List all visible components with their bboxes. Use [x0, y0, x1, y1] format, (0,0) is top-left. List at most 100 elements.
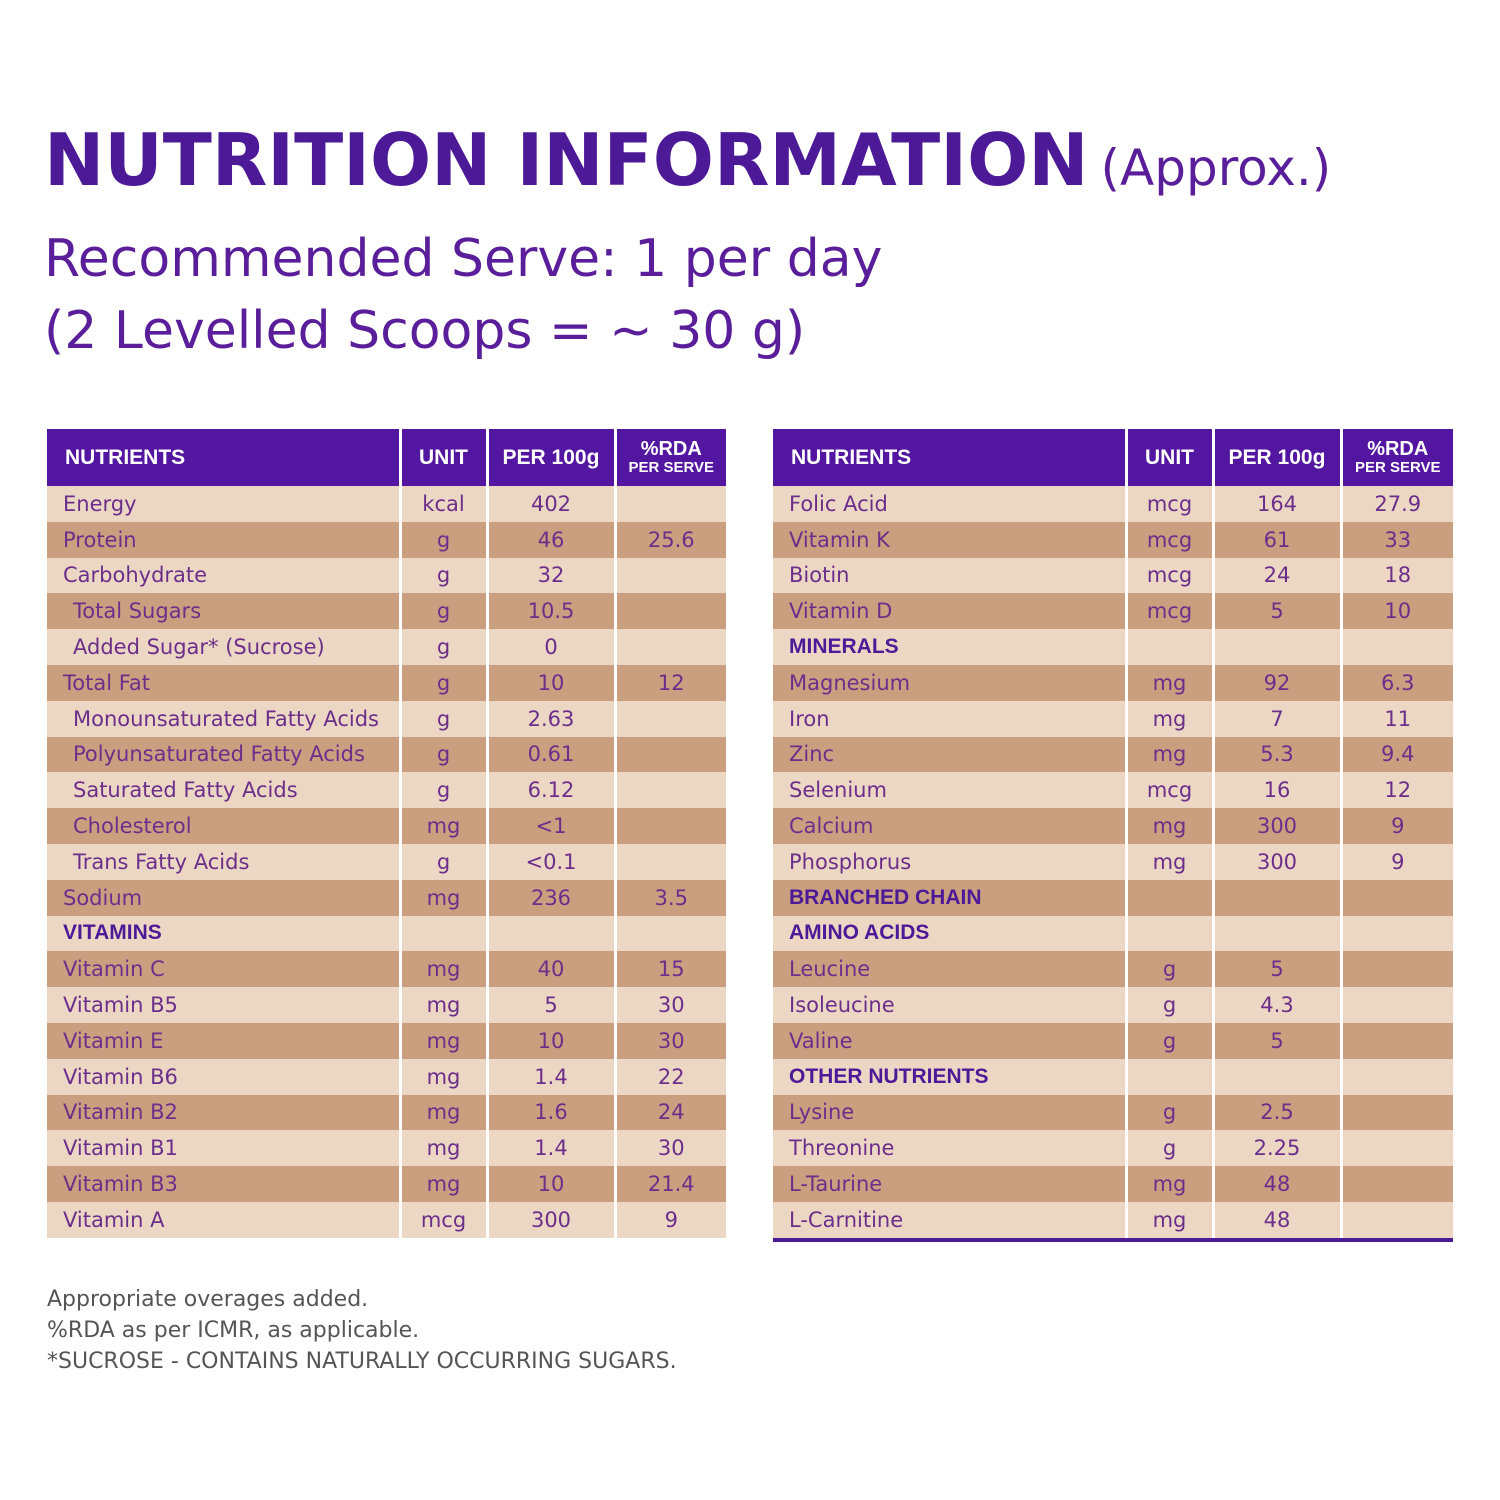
unit-cell: mg [1126, 736, 1215, 773]
unit-cell: g [400, 772, 489, 809]
rda-cell [1341, 987, 1453, 1023]
rda-cell [1341, 951, 1453, 988]
nutrient-name-cell: Trans Fatty Acids [47, 843, 402, 880]
rda-cell: 30 [615, 1130, 726, 1167]
per100-cell [1213, 1058, 1343, 1095]
unit-cell: g [400, 700, 489, 737]
nutrition-table-right: NUTRIENTS UNIT PER 100g %RDA PER SERVE F… [773, 429, 1453, 1242]
rda-cell: 9 [1341, 808, 1453, 844]
unit-cell [400, 915, 489, 952]
unit-cell: g [400, 664, 489, 701]
table-row: Phosphorus mg 300 9 [773, 843, 1453, 880]
unit-cell: mcg [1126, 557, 1215, 594]
table-row: Trans Fatty Acids g <0.1 [47, 843, 726, 880]
rda-cell: 27.9 [1341, 486, 1453, 522]
column-header-rda: %RDA PER SERVE [615, 429, 726, 486]
per100-cell: 32 [487, 557, 617, 594]
rda-cell: 12 [1341, 772, 1453, 809]
nutrient-name-cell: Saturated Fatty Acids [47, 772, 402, 809]
per100-cell [1213, 915, 1343, 952]
rda-cell: 6.3 [1341, 664, 1453, 701]
nutrient-name-cell: Zinc [773, 736, 1128, 773]
table-row: Biotin mcg 24 18 [773, 557, 1453, 594]
rda-cell: 15 [615, 951, 726, 988]
nutrient-name-cell: Monounsaturated Fatty Acids [47, 700, 402, 737]
table-row: Carbohydrate g 32 [47, 557, 726, 594]
table-row: Total Sugars g 10.5 [47, 593, 726, 630]
nutrient-name-cell: BRANCHED CHAIN [773, 879, 1128, 916]
nutrient-name-cell: Phosphorus [773, 843, 1128, 880]
per100-cell: 2.63 [487, 700, 617, 737]
column-header-per100: PER 100g [487, 429, 617, 486]
per100-cell: 4.3 [1213, 987, 1343, 1023]
page-header: NUTRITION INFORMATION (Approx.) Recommend… [44, 118, 1331, 367]
unit-cell: mg [1126, 664, 1215, 701]
unit-cell: mg [400, 1022, 489, 1059]
per100-cell: 48 [1213, 1166, 1343, 1202]
per100-cell: 10 [487, 1022, 617, 1059]
table-row: Iron mg 7 11 [773, 700, 1453, 737]
unit-cell: g [1126, 1022, 1215, 1059]
table-row: Zinc mg 5.3 9.4 [773, 736, 1453, 773]
per100-cell: 5 [1213, 593, 1343, 630]
nutrient-name-cell: Threonine [773, 1130, 1128, 1167]
per100-cell: 236 [487, 879, 617, 916]
per100-cell: 10 [487, 1166, 617, 1202]
table-row: Polyunsaturated Fatty Acids g 0.61 [47, 736, 726, 773]
table-row: Vitamin B3 mg 10 21.4 [47, 1166, 726, 1202]
nutrient-name-cell: MINERALS [773, 629, 1128, 665]
per100-cell: 61 [1213, 521, 1343, 558]
table-row: Added Sugar* (Sucrose) g 0 [47, 629, 726, 665]
nutrient-name-cell: Biotin [773, 557, 1128, 594]
column-header-unit: UNIT [1126, 429, 1215, 486]
rda-cell [1341, 915, 1453, 952]
rda-cell [1341, 1130, 1453, 1167]
table-body-left: Energy kcal 402 Protein g 46 25.6 Carbohydrate g… [47, 486, 726, 1238]
rda-cell [1341, 1022, 1453, 1059]
column-header-nutrients: NUTRIENTS [773, 429, 1128, 486]
unit-cell: mg [400, 808, 489, 844]
rda-cell: 25.6 [615, 521, 726, 558]
table-row: Folic Acid mcg 164 27.9 [773, 486, 1453, 522]
nutrient-name-cell: Isoleucine [773, 987, 1128, 1023]
unit-cell: mg [1126, 700, 1215, 737]
unit-cell: g [400, 629, 489, 665]
unit-cell: g [1126, 1094, 1215, 1131]
nutrient-name-cell: Vitamin B5 [47, 987, 402, 1023]
table-row: Leucine g 5 [773, 951, 1453, 988]
rda-cell: 11 [1341, 700, 1453, 737]
nutrient-name-cell: Vitamin D [773, 593, 1128, 630]
unit-cell: mg [400, 951, 489, 988]
rda-cell [1341, 879, 1453, 916]
nutrient-name-cell: Vitamin B1 [47, 1130, 402, 1167]
unit-cell: mg [400, 987, 489, 1023]
per100-cell: <1 [487, 808, 617, 844]
unit-cell: kcal [400, 486, 489, 522]
footnote-sucrose: *SUCROSE - CONTAINS NATURALLY OCCURRING … [47, 1349, 677, 1374]
rda-header-bottom: PER SERVE [628, 458, 715, 476]
rda-cell: 30 [615, 1022, 726, 1059]
per100-cell: 1.4 [487, 1130, 617, 1167]
footnote-overages: Appropriate overages added. [47, 1287, 369, 1312]
rda-cell: 10 [1341, 593, 1453, 630]
per100-cell: 92 [1213, 664, 1343, 701]
per100-cell: 300 [1213, 808, 1343, 844]
per100-cell: 1.4 [487, 1058, 617, 1095]
serve-line-1: Recommended Serve: 1 per day [44, 229, 883, 289]
nutrient-name-cell: Vitamin C [47, 951, 402, 988]
table-row: Vitamin B6 mg 1.4 22 [47, 1058, 726, 1095]
rda-cell: 9 [1341, 843, 1453, 880]
unit-cell: mcg [1126, 593, 1215, 630]
rda-cell: 3.5 [615, 879, 726, 916]
serve-line-2: (2 Levelled Scoops = ~ 30 g) [44, 301, 806, 361]
rda-cell [615, 700, 726, 737]
nutrient-name-cell: Calcium [773, 808, 1128, 844]
table-row: Calcium mg 300 9 [773, 808, 1453, 844]
section-row: BRANCHED CHAIN [773, 879, 1453, 916]
table-row: L-Carnitine mg 48 [773, 1201, 1453, 1240]
rda-cell [1341, 629, 1453, 665]
rda-header-top: %RDA [1367, 437, 1429, 460]
